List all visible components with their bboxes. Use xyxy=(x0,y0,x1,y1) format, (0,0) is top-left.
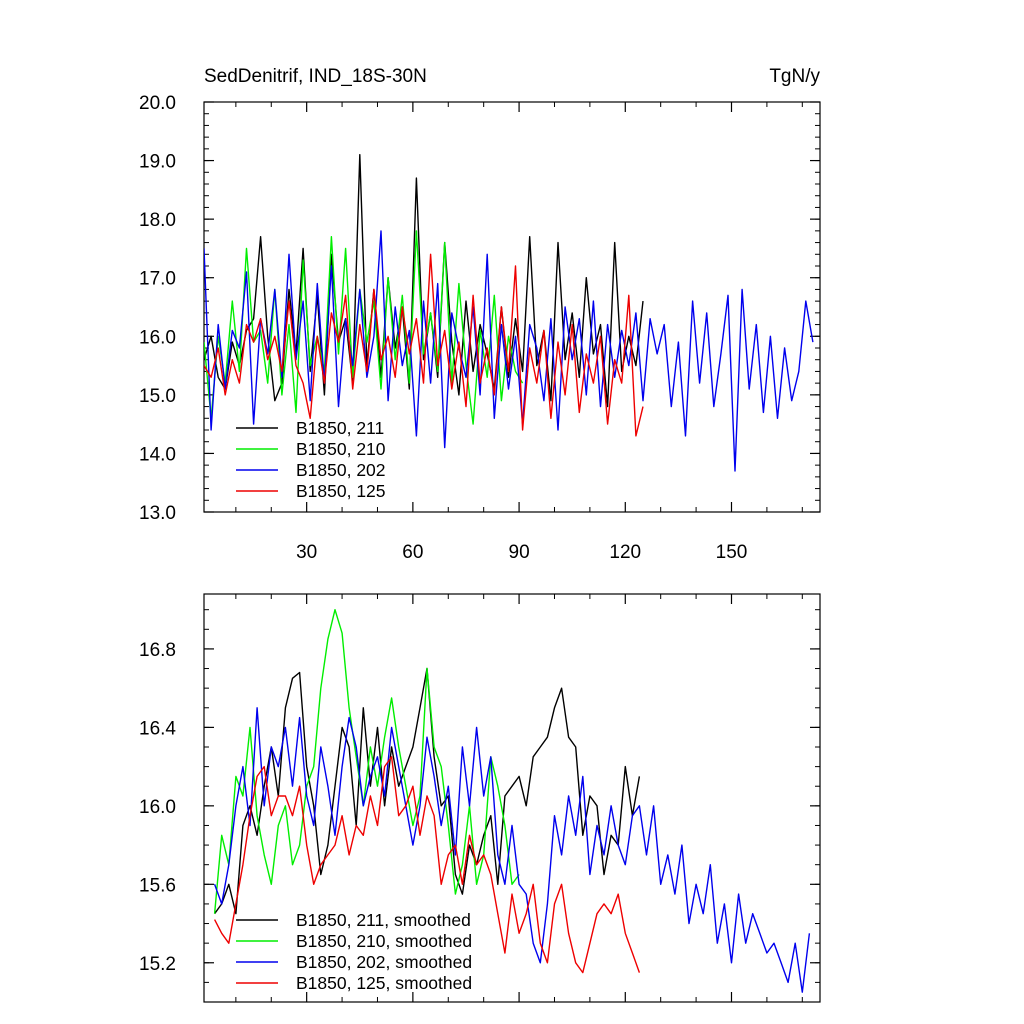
y-tick-label: 16.0 xyxy=(139,797,176,818)
legend-label-2: B1850, 210 xyxy=(296,439,386,459)
chart-title: SedDenitrif, IND_18S-30N xyxy=(204,66,427,87)
legend-label-4: B1850, 125, smoothed xyxy=(296,973,472,993)
y-tick-label: 16.8 xyxy=(139,640,176,661)
legend-label-2: B1850, 210, smoothed xyxy=(296,931,472,951)
series-line-4 xyxy=(204,253,644,437)
y-tick-label: 17.0 xyxy=(139,269,176,290)
plot-frame xyxy=(203,101,821,513)
y-tick-label: 15.0 xyxy=(139,386,176,407)
y-tick-label: 15.2 xyxy=(139,954,176,975)
y-tick-label: 18.0 xyxy=(139,210,176,231)
legend-label-1: B1850, 211 xyxy=(296,418,384,438)
x-tick-label: 150 xyxy=(716,542,748,563)
legend-label-1: B1850, 211, smoothed xyxy=(296,910,471,930)
x-tick-label: 60 xyxy=(402,542,423,563)
series-line-2 xyxy=(204,230,524,425)
y-tick-label: 20.0 xyxy=(139,93,176,114)
y-tick-label: 15.6 xyxy=(139,875,176,896)
series-line-3 xyxy=(204,230,814,472)
series-line-4 xyxy=(213,756,641,974)
legend-label-3: B1850, 202, smoothed xyxy=(296,952,472,972)
legend-label-4: B1850, 125 xyxy=(296,481,386,501)
x-tick-label: 120 xyxy=(609,542,641,563)
chart-units: TgN/y xyxy=(769,66,820,87)
series-line-1 xyxy=(214,667,641,915)
legend-label-3: B1850, 202 xyxy=(296,460,386,480)
y-tick-label: 16.0 xyxy=(139,327,176,348)
top-panel: 13.0 14.0 15.0 16.0 17.0 18.0 19.0 20.0 30 60 90 12… xyxy=(139,66,821,563)
plot-frame xyxy=(203,593,821,1003)
series-line-1 xyxy=(204,153,644,408)
y-tick-label: 16.4 xyxy=(139,718,176,739)
x-tick-label: 30 xyxy=(296,542,317,563)
y-tick-label: 13.0 xyxy=(139,503,176,524)
bottom-panel: 15.2 15.6 16.0 16.4 16.8 B1850, 211, smoothed… xyxy=(139,593,821,1003)
y-tick-label: 14.0 xyxy=(139,444,176,465)
y-tick-label: 19.0 xyxy=(139,152,176,173)
series-line-3 xyxy=(213,707,811,993)
x-tick-label: 90 xyxy=(509,542,530,563)
series-line-2 xyxy=(213,609,520,914)
